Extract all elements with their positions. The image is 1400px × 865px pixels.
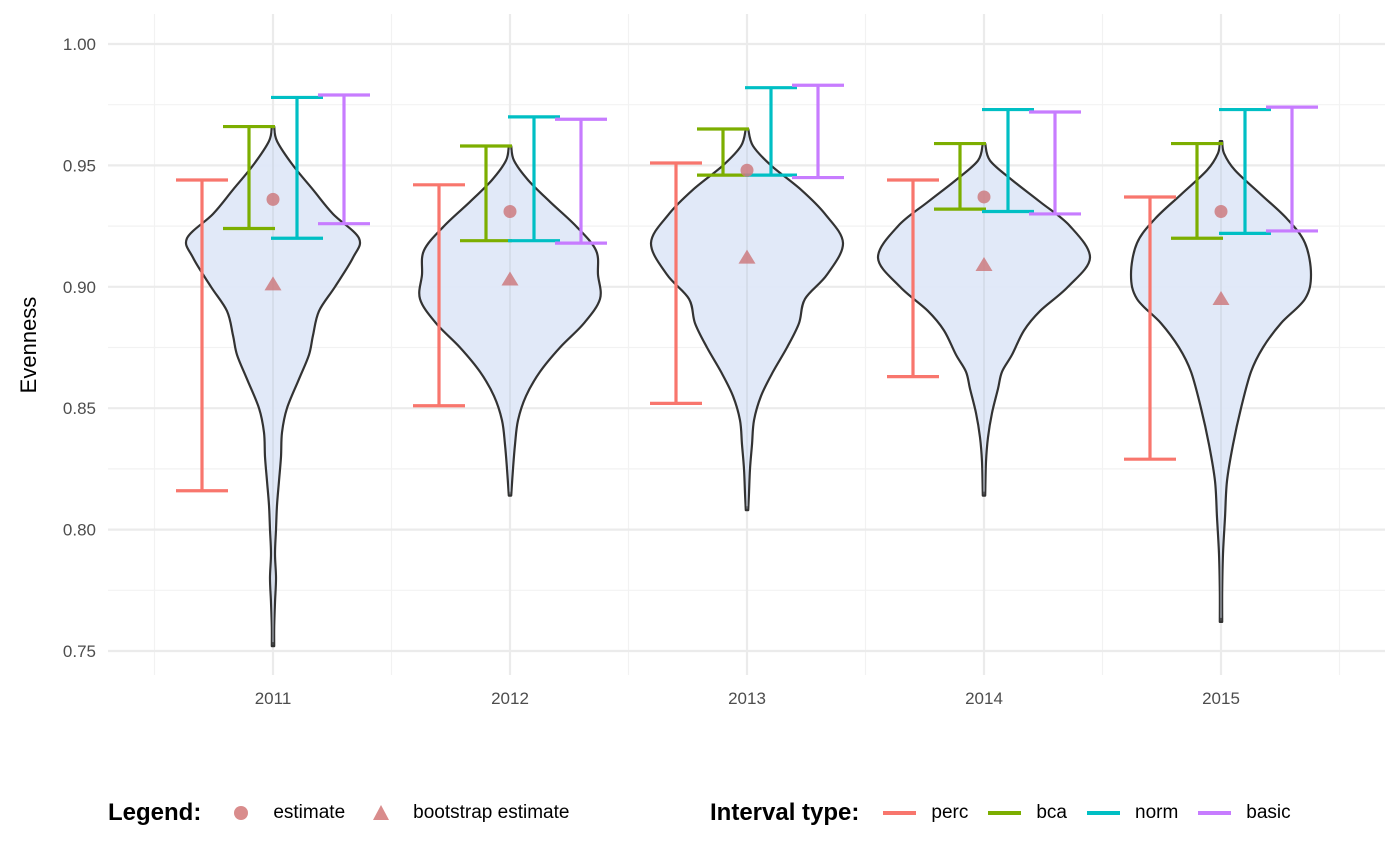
errorbar-perc-2015 — [1124, 195, 1176, 461]
errorbar-bca-2013 — [697, 127, 749, 177]
line-swatch-icon — [1196, 803, 1232, 823]
errorbar-perc-2013 — [650, 161, 702, 405]
legend-label: estimate — [273, 802, 346, 823]
estimate-point — [266, 192, 280, 206]
bootstrap-estimate-point — [264, 276, 282, 291]
errorbar-perc-2012 — [413, 183, 465, 408]
x-tick-label: 2012 — [491, 689, 529, 708]
x-axis-ticks: 2011 2012 2013 2014 2015 — [255, 689, 1240, 708]
interval-legend: Interval type: perc bca norm basic — [710, 795, 1309, 831]
estimate-points — [264, 163, 1230, 305]
errorbar-bca-2014 — [934, 141, 986, 211]
line-swatch-icon — [1085, 803, 1121, 823]
errorbar-basic-2015 — [1266, 105, 1318, 233]
errorbar-basic-2012 — [555, 117, 607, 245]
legend-label: norm — [1135, 802, 1179, 823]
bootstrap-estimate-point — [975, 256, 993, 271]
legend-item-bca: bca — [986, 802, 1067, 824]
legend-item-basic: basic — [1196, 802, 1291, 824]
bootstrap-estimate-point — [501, 271, 519, 286]
y-tick-label: 0.80 — [63, 521, 96, 540]
errorbar-basic-2013 — [792, 83, 844, 180]
violins — [184, 125, 1313, 648]
errorbar-perc-2011 — [176, 178, 228, 493]
legend-item-perc: perc — [881, 802, 968, 824]
y-tick-label: 0.75 — [63, 642, 96, 661]
errorbar-norm-2011 — [271, 95, 323, 240]
errorbar-norm-2014 — [982, 107, 1034, 214]
x-tick-label: 2013 — [728, 689, 766, 708]
errorbar-bca-2011 — [223, 124, 275, 231]
legend-item-estimate: estimate — [223, 802, 345, 824]
errorbar-basic-2011 — [318, 93, 370, 226]
legend-item-norm: norm — [1085, 802, 1178, 824]
y-tick-label: 0.95 — [63, 156, 96, 175]
errorbar-perc-2014 — [887, 178, 939, 379]
legend-label: bootstrap estimate — [413, 802, 570, 823]
estimate-point — [1214, 205, 1228, 219]
estimate-point — [740, 163, 754, 177]
legend-item-bootstrap-estimate: bootstrap estimate — [363, 802, 569, 824]
y-tick-label: 0.85 — [63, 399, 96, 418]
legend-label: bca — [1036, 802, 1067, 823]
legend-label: perc — [931, 802, 969, 823]
shape-legend-title: Legend: — [108, 799, 202, 826]
errorbar-bca-2012 — [460, 144, 512, 243]
errorbar-norm-2013 — [745, 86, 797, 177]
interval-errorbars — [176, 83, 1318, 493]
x-tick-label: 2014 — [965, 689, 1003, 708]
errorbar-norm-2012 — [508, 115, 560, 243]
errorbar-basic-2014 — [1029, 110, 1081, 216]
estimate-point — [503, 205, 517, 219]
bootstrap-estimate-point — [738, 249, 756, 264]
x-tick-label: 2011 — [255, 689, 292, 708]
interval-legend-title: Interval type: — [710, 799, 860, 826]
triangle-icon — [363, 803, 399, 823]
line-swatch-icon — [881, 803, 917, 823]
y-tick-label: 0.90 — [63, 278, 96, 297]
estimate-point — [977, 190, 991, 204]
bootstrap-estimate-point — [1212, 290, 1230, 305]
x-tick-label: 2015 — [1202, 689, 1240, 708]
y-tick-label: 1.00 — [63, 35, 96, 54]
errorbar-norm-2015 — [1219, 107, 1271, 235]
y-axis-label: Evenness — [16, 297, 41, 394]
errorbar-bca-2015 — [1171, 141, 1223, 240]
line-swatch-icon — [986, 803, 1022, 823]
legend-label: basic — [1246, 802, 1291, 823]
shape-legend: Legend: estimate bootstrap estimate — [108, 795, 587, 831]
circle-icon — [223, 803, 259, 823]
y-axis-ticks: 0.75 0.80 0.85 0.90 0.95 1.00 — [63, 35, 96, 661]
